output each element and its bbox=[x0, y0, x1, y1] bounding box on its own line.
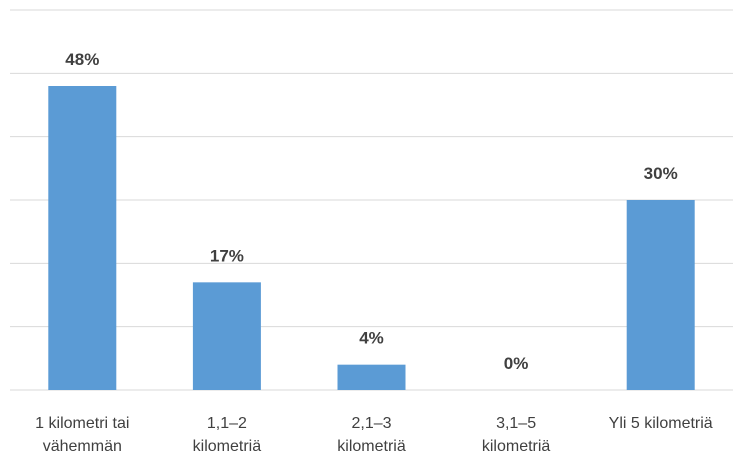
bar bbox=[337, 364, 406, 390]
data-label: 30% bbox=[644, 164, 678, 183]
x-tick-label-line: kilometriä bbox=[193, 438, 262, 455]
x-tick-label: Yli 5 kilometriä bbox=[609, 415, 713, 432]
data-label: 0% bbox=[504, 354, 529, 373]
bars bbox=[48, 86, 695, 390]
x-tick-label-line: Yli 5 kilometriä bbox=[609, 415, 713, 432]
bar bbox=[626, 200, 695, 390]
x-tick-label-line: 3,1–5 bbox=[496, 415, 536, 432]
x-tick-label-line: vähemmän bbox=[43, 438, 122, 455]
x-tick-label-line: kilometriä bbox=[337, 438, 406, 455]
gridlines bbox=[10, 9, 733, 391]
bar bbox=[48, 86, 117, 390]
x-tick-label: 1 kilometri tai vähemmän bbox=[35, 415, 129, 455]
data-label: 17% bbox=[210, 246, 244, 265]
x-tick-label: 1,1–2 kilometriä bbox=[193, 415, 262, 455]
data-label: 4% bbox=[359, 329, 384, 348]
x-tick-label-line: 2,1–3 bbox=[351, 415, 391, 432]
data-labels: 48% 17% 4% 0% 30% bbox=[65, 50, 677, 373]
data-label: 48% bbox=[65, 50, 99, 69]
x-tick-label: 2,1–3 kilometriä bbox=[337, 415, 406, 455]
bar bbox=[192, 282, 261, 390]
x-tick-label: 3,1–5 kilometriä bbox=[482, 415, 551, 455]
x-tick-label-line: kilometriä bbox=[482, 438, 551, 455]
x-tick-label-line: 1,1–2 bbox=[207, 415, 247, 432]
x-tick-label-line: 1 kilometri tai bbox=[35, 415, 129, 432]
